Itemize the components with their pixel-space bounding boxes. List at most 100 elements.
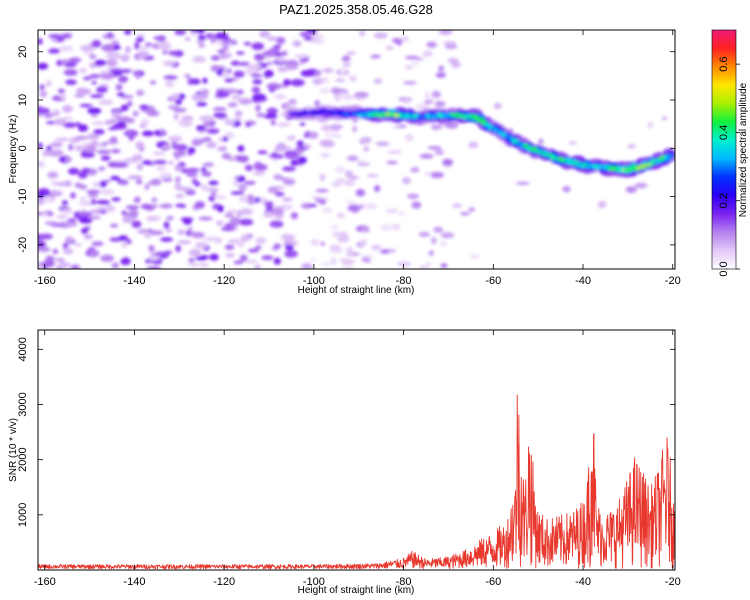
spectrogram-noise-cell (202, 77, 208, 84)
spectrogram-noise-cell (299, 122, 306, 126)
spectrogram-noise-cell (359, 239, 368, 247)
spectrogram-noise-cell (213, 195, 227, 200)
spectrogram-noise-cell (153, 159, 167, 165)
colorbar-scale (711, 29, 737, 270)
spectrogram-noise-cell (404, 65, 413, 70)
spectrogram-noise-cell (116, 92, 125, 97)
spectrogram-noise-cell (296, 149, 304, 155)
spectrogram-noise-cell (56, 59, 63, 67)
spectrogram-noise-cell (419, 153, 434, 159)
spectrogram-noise-cell (38, 200, 44, 206)
spectrogram-noise-cell (126, 129, 133, 137)
spectrogram-noise-cell (274, 93, 286, 100)
spectrogram-noise-cell (55, 214, 69, 220)
spectrogram-noise-cell (321, 125, 333, 132)
snr-x-tick-label: -40 (575, 576, 591, 588)
spectrogram-noise-cell (276, 122, 291, 127)
spectrogram-noise-cell (263, 69, 274, 78)
spectrogram-noise-cell (321, 141, 335, 148)
spectrogram-x-axis-label: Height of straight line (km) (298, 285, 415, 296)
spectrogram-noise-cell (184, 74, 191, 78)
spectrogram-noise-cell (53, 118, 67, 126)
spectrogram-noise-cell (42, 195, 53, 203)
spectrogram-noise-cell (78, 201, 93, 206)
spectrogram-y-tick-label: -10 (17, 189, 29, 205)
spectrogram-noise-cell (91, 40, 102, 48)
spectrogram-noise-cell (61, 200, 68, 205)
spectrogram-noise-cell (365, 203, 377, 210)
spectrogram-noise-cell (224, 78, 234, 83)
spectrogram-noise-cell (135, 179, 143, 185)
spectrogram-noise-cell (213, 112, 227, 118)
spectrogram-noise-cell (237, 183, 248, 191)
spectrogram-noise-cell (210, 35, 216, 44)
spectrogram-noise-cell (138, 46, 150, 51)
spectrogram-noise-cell (140, 203, 152, 209)
spectrogram-noise-cell (69, 58, 82, 63)
spectrogram-noise-cell (215, 220, 224, 226)
spectrogram-noise-cell (177, 229, 186, 235)
spectrogram-noise-cell (39, 84, 45, 91)
spectrogram-noise-cell (438, 65, 445, 72)
snr-series-line (38, 394, 675, 570)
spectrogram-noise-cell (224, 119, 236, 126)
spectrogram-noise-cell (128, 135, 135, 141)
spectrogram-noise-cell (468, 207, 476, 212)
spectrogram-noise-cell (68, 167, 80, 175)
spectrogram-noise-cell (163, 221, 170, 229)
spectrogram-noise-cell (161, 144, 174, 149)
spectrogram-noise-cell (164, 80, 175, 88)
spectrogram-noise-cell (63, 122, 77, 128)
spectrogram-noise-cell (268, 86, 276, 93)
spectrogram-noise-cell (93, 129, 105, 135)
spectrogram-noise-cell (366, 173, 379, 178)
spectrogram-noise-cell (347, 204, 361, 212)
spectrogram-noise-cell (334, 95, 341, 102)
spectrogram-noise-cell (96, 86, 108, 93)
spectrogram-noise-cell (206, 128, 220, 135)
spectrogram-noise-cell (79, 45, 95, 52)
spectrogram-noise-cell (204, 171, 211, 177)
spectrogram-noise-cell (214, 32, 228, 40)
spectrogram-noise-cell (380, 224, 393, 231)
spectrogram-noise-cell (400, 35, 410, 43)
spectrogram-noise-cell (175, 193, 185, 199)
spectrogram-noise-cell (342, 62, 351, 68)
spectrogram-noise-cell (460, 212, 470, 216)
spectrogram-noise-cell (75, 122, 81, 127)
spectrogram-noise-cell (251, 86, 261, 94)
spectrogram-noise-cell (124, 30, 132, 35)
spectrogram-noise-cell (371, 244, 382, 251)
spectrogram-noise-cell (181, 115, 194, 121)
spectrogram-noise-cell (304, 35, 313, 41)
spectrogram-noise-cell (356, 159, 365, 164)
spectrogram-noise-cell (252, 170, 266, 176)
spectrogram-noise-cell (252, 73, 260, 77)
spectrogram-noise-cell (100, 155, 111, 161)
spectrogram-noise-cell (263, 113, 278, 119)
spectrogram-noise-cell (191, 94, 206, 102)
spectrogram-noise-cell (97, 149, 111, 155)
spectrogram-noise-cell (346, 51, 356, 56)
spectrogram-noise-cell (108, 59, 117, 65)
spectrogram-noise-cell (203, 137, 212, 142)
spectrogram-noise-cell (313, 70, 322, 76)
spectrogram-noise-cell (159, 203, 173, 209)
spectrogram-noise-cell (267, 186, 279, 194)
spectrogram-noise-cell (375, 141, 390, 146)
spectrogram-noise-cell (288, 99, 297, 105)
spectrogram-noise-cell (144, 183, 150, 191)
spectrogram-noise-cell (233, 70, 245, 78)
spectrogram-noise-cell (568, 141, 578, 145)
spectrogram-noise-cell (86, 189, 101, 194)
spectrogram-noise-cell (627, 144, 636, 149)
spectrogram-noise-cell (273, 257, 281, 265)
spectrogram-noise-cell (48, 34, 62, 38)
spectrogram-noise-cell (418, 231, 430, 237)
spectrogram-noise-cell (355, 189, 366, 197)
spectrogram-x-tick-label: -20 (665, 275, 681, 287)
spectrogram-noise-cell (68, 143, 74, 151)
snr-x-tick-label: -100 (303, 576, 325, 588)
spectrogram-noise-cell (122, 257, 131, 265)
spectrogram-noise-cell (195, 241, 208, 249)
